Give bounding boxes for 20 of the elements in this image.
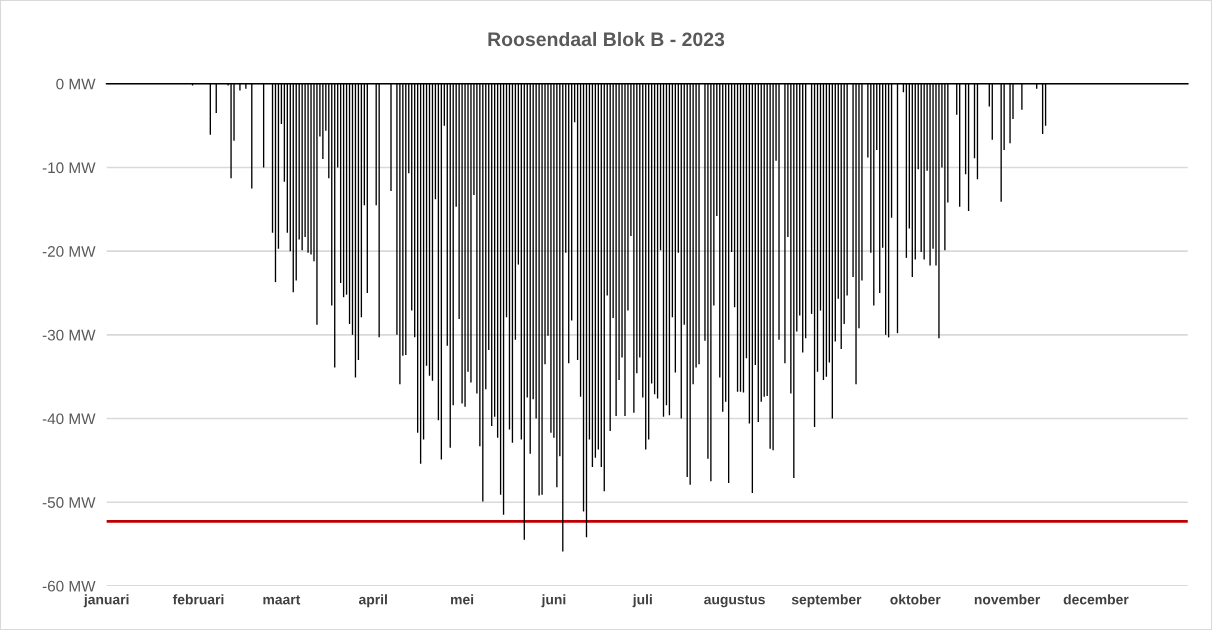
x-tick-label: maart xyxy=(263,595,301,605)
x-tick-label: juli xyxy=(632,594,652,608)
x-tick-label: september xyxy=(791,594,862,608)
y-tick-label: -30 MW xyxy=(42,329,96,341)
chart-title: Roosendaal Blok B - 2023 xyxy=(488,31,725,47)
x-tick-label: januari xyxy=(83,594,129,608)
x-tick-label: mei xyxy=(451,594,474,605)
y-tick-label: -50 MW xyxy=(42,497,96,508)
y-tick-label: -60 MW xyxy=(42,580,96,592)
y-tick-label: -10 MW xyxy=(42,162,96,174)
x-tick-label: april xyxy=(358,594,387,608)
x-tick-label: oktober xyxy=(890,594,941,605)
y-tick-label: 0 MW xyxy=(56,78,96,90)
x-tick-label: februari xyxy=(172,594,224,605)
x-tick-label: november xyxy=(974,594,1041,605)
x-tick-label: juni xyxy=(541,594,566,608)
x-tick-label: december xyxy=(1063,594,1129,605)
y-tick-label: -40 MW xyxy=(42,413,96,425)
y-tick-label: -20 MW xyxy=(42,246,96,257)
x-tick-label: augustus xyxy=(704,595,765,608)
